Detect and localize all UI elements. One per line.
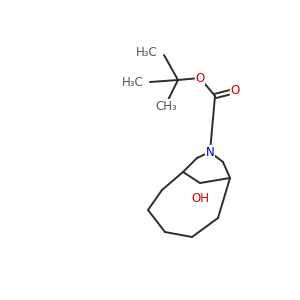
Text: N: N <box>206 146 214 158</box>
Text: H₃C: H₃C <box>122 76 144 88</box>
Text: O: O <box>230 85 240 98</box>
Text: H₃C: H₃C <box>136 46 158 59</box>
Text: O: O <box>195 71 205 85</box>
Text: CH₃: CH₃ <box>155 100 177 112</box>
Text: OH: OH <box>191 191 209 205</box>
